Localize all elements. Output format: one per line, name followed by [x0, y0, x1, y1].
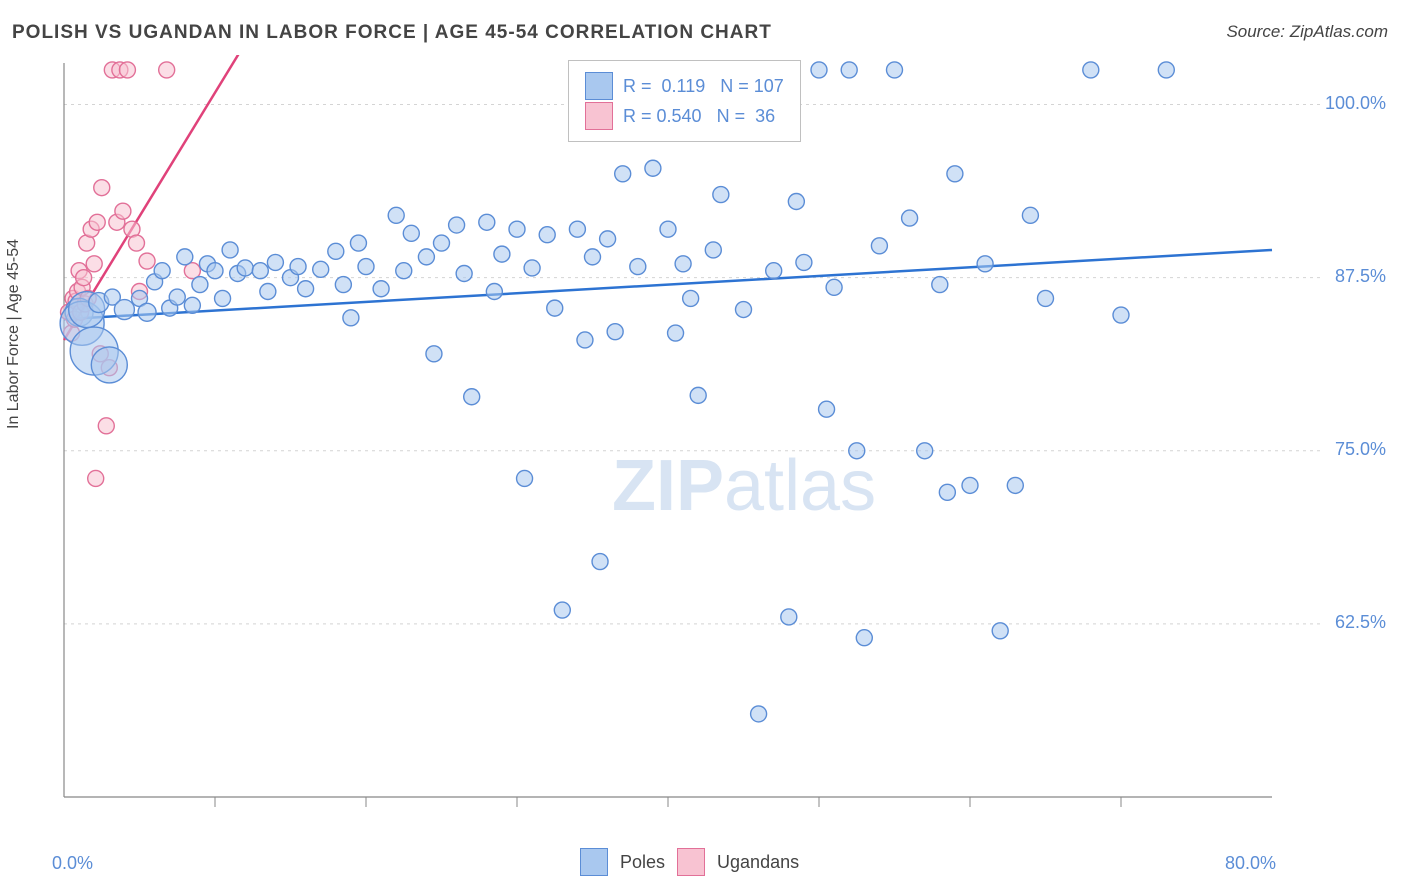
chart-container: POLISH VS UGANDAN IN LABOR FORCE | AGE 4… — [0, 0, 1406, 892]
footer-label-ugandans: Ugandans — [717, 852, 799, 873]
y-tick-label: 87.5% — [1335, 266, 1386, 287]
correlation-legend: R = 0.119 N = 107 R = 0.540 N = 36 — [568, 60, 801, 142]
y-tick-label: 75.0% — [1335, 439, 1386, 460]
y-axis-label: In Labor Force | Age 45-54 — [5, 239, 23, 429]
chart-area: ZIPatlas — [52, 55, 1336, 815]
footer-label-poles: Poles — [620, 852, 665, 873]
footer-swatch-ugandans — [677, 848, 705, 876]
x-axis-min-label: 0.0% — [52, 853, 93, 874]
legend-row-poles: R = 0.119 N = 107 — [585, 71, 784, 101]
legend-swatch-poles — [585, 72, 613, 100]
y-tick-label: 62.5% — [1335, 612, 1386, 633]
y-tick-label: 100.0% — [1325, 93, 1386, 114]
chart-title: POLISH VS UGANDAN IN LABOR FORCE | AGE 4… — [12, 22, 772, 44]
footer-legend: Poles Ugandans — [580, 848, 799, 876]
scatter-chart-svg — [52, 55, 1336, 815]
legend-text-ugandans: R = 0.540 N = 36 — [623, 106, 775, 127]
footer-swatch-poles — [580, 848, 608, 876]
legend-swatch-ugandans — [585, 102, 613, 130]
legend-text-poles: R = 0.119 N = 107 — [623, 76, 784, 97]
source-attribution: Source: ZipAtlas.com — [1226, 22, 1388, 42]
x-axis-max-label: 80.0% — [1225, 853, 1276, 874]
legend-row-ugandans: R = 0.540 N = 36 — [585, 101, 784, 131]
